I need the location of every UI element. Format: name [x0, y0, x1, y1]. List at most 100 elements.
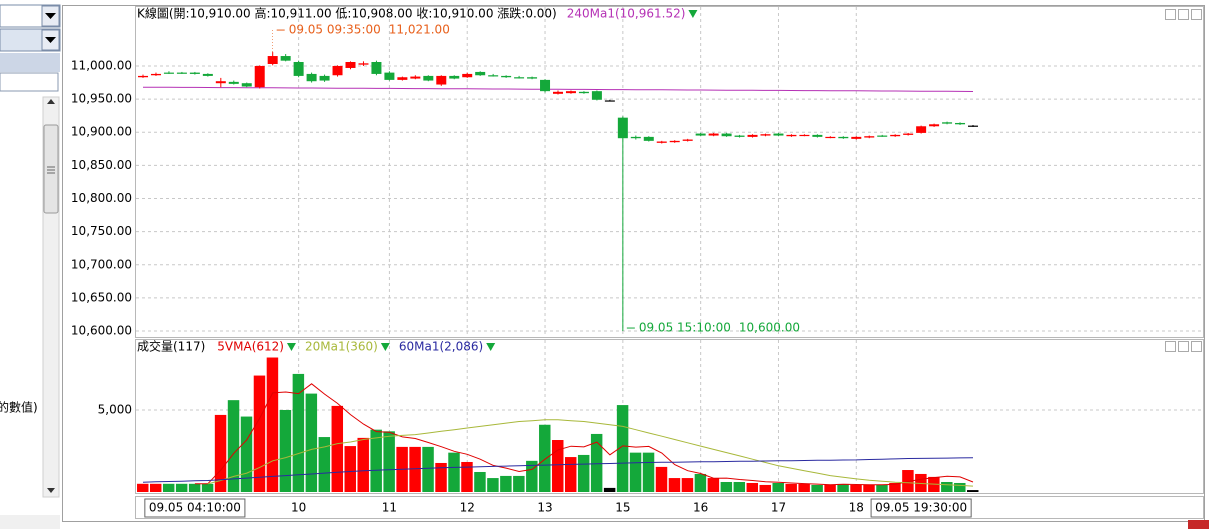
- volume-bar: [357, 437, 369, 492]
- candle-body: [176, 72, 187, 74]
- candle-body: [838, 136, 849, 139]
- volume-bar: [539, 424, 551, 492]
- volume-bar: [552, 440, 564, 492]
- candle-body: [695, 133, 706, 136]
- candle-body: [968, 125, 978, 127]
- candle-body: [306, 73, 317, 82]
- candle-body: [384, 72, 395, 80]
- candle-body: [942, 122, 953, 124]
- candle-body: [436, 75, 447, 85]
- dropdown-arrow: [45, 37, 56, 43]
- volume-bar: [876, 484, 888, 492]
- volume-bar: [681, 478, 694, 492]
- annotation-time: 09.05 15:10:00: [639, 321, 731, 335]
- candle-body: [501, 75, 512, 78]
- ma-line: [143, 86, 974, 92]
- annotation-value: 11,021.00: [389, 23, 450, 37]
- y-tick-label: 10,650.00: [71, 290, 132, 304]
- volume-bar: [954, 482, 966, 492]
- volume-bar: [474, 471, 486, 492]
- volume-bar: [487, 478, 499, 492]
- panel-button[interactable]: [1191, 341, 1202, 352]
- x-tick-label: 13: [537, 501, 552, 515]
- candle-body: [228, 81, 239, 84]
- volume-bar: [318, 437, 331, 492]
- volume-panel: [135, 339, 1204, 494]
- volume-bar: [331, 405, 344, 492]
- scrollbar-thumb[interactable]: [43, 124, 59, 214]
- candle-body: [890, 134, 901, 137]
- volume-bar: [642, 452, 655, 492]
- x-tick-label: 09.05 19:30:00: [875, 501, 967, 515]
- volume-bar: [162, 483, 175, 492]
- volume-bar: [409, 446, 421, 492]
- volume-bar: [383, 431, 395, 492]
- volume-bar: [448, 452, 460, 492]
- volume-bar: [214, 414, 227, 492]
- candle-body: [643, 136, 654, 141]
- panel-button[interactable]: [1178, 9, 1189, 20]
- panel-button[interactable]: [1165, 341, 1176, 352]
- panel-button[interactable]: [1191, 9, 1202, 20]
- x-tick-label: 11: [382, 501, 397, 515]
- ma-line: [194, 383, 974, 486]
- panel-button[interactable]: [1165, 9, 1176, 20]
- candle-body: [527, 77, 538, 79]
- annotation-time: 09.05 09:35:00: [289, 23, 381, 37]
- x-tick-label: 12: [460, 501, 475, 515]
- candle-body: [851, 136, 862, 139]
- x-tick-box: [870, 498, 972, 518]
- candle-body: [708, 133, 719, 136]
- candle-body: [150, 73, 161, 76]
- candle-body: [669, 140, 680, 143]
- volume-bar: [720, 481, 733, 492]
- legend-marker: [688, 10, 698, 18]
- candle-body: [410, 76, 421, 79]
- candle-body: [332, 65, 343, 76]
- volume-bar: [564, 457, 577, 492]
- candle-body: [734, 135, 745, 137]
- sidebar-footer: [0, 515, 60, 529]
- volume-bar: [837, 483, 849, 492]
- candle-body: [656, 141, 667, 143]
- candle-body: [280, 56, 291, 61]
- candle-body: [540, 79, 551, 92]
- candle-body: [903, 133, 914, 135]
- x-tick-label: 10: [291, 501, 306, 515]
- legend-entry: 60Ma1(2,086): [399, 340, 483, 354]
- legend-marker: [486, 343, 496, 351]
- chart-frame: [62, 5, 1205, 522]
- candle-body: [553, 91, 563, 94]
- volume-bar: [149, 483, 162, 492]
- candle-body: [721, 133, 732, 137]
- volume-bar: [824, 484, 836, 492]
- candle-body: [760, 134, 771, 136]
- volume-bar: [889, 482, 901, 492]
- price-panel: [135, 6, 1204, 338]
- legend-entry: 5VMA(612): [217, 340, 284, 354]
- candle-body: [423, 75, 434, 81]
- y-tick-label: 10,900.00: [71, 125, 132, 139]
- candle-body: [319, 75, 330, 81]
- sidebar-band: [0, 53, 60, 72]
- volume-bar: [941, 481, 953, 492]
- legend-marker: [380, 343, 390, 351]
- candle-body: [591, 91, 602, 100]
- volume-bar: [201, 483, 214, 492]
- volume-bar: [253, 375, 266, 492]
- panel-button[interactable]: [1178, 341, 1189, 352]
- annotation-value: 10,600.00: [739, 321, 800, 335]
- candle-body: [682, 139, 693, 141]
- input-box[interactable]: [0, 72, 59, 92]
- candle-body: [449, 75, 460, 79]
- x-tick-label: 18: [849, 501, 864, 515]
- volume-bar: [629, 452, 642, 492]
- candle-body: [138, 75, 148, 78]
- volume-bar: [694, 473, 707, 492]
- volume-bar: [240, 416, 253, 492]
- volume-bar: [577, 454, 590, 492]
- volume-bar: [279, 409, 292, 492]
- candle-body: [825, 136, 836, 139]
- candle-body: [604, 100, 615, 102]
